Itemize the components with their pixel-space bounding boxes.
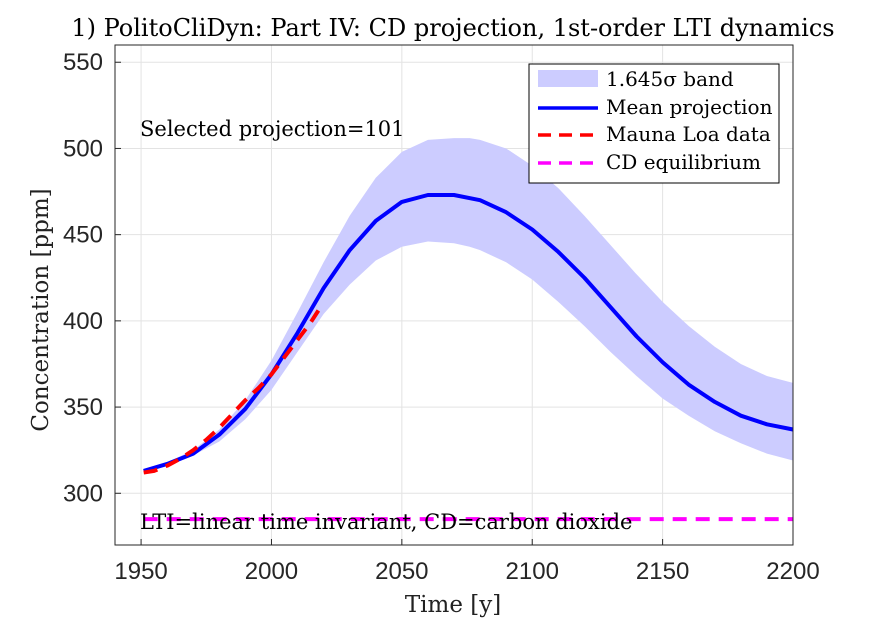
annotation-selected-projection: Selected projection=101 — [140, 117, 405, 141]
annotation-lti-definition: LTI=linear time invariant, CD=carbon dio… — [140, 510, 632, 534]
plot-frame — [114, 44, 794, 546]
y-tick-label-350: 350 — [63, 394, 103, 421]
legend-label-equilibrium: CD equilibrium — [606, 150, 761, 174]
line-layer — [143, 193, 794, 522]
x-tick-label-2000: 2000 — [245, 558, 298, 585]
legend-label-mean: Mean projection — [606, 95, 773, 119]
x-tick-label-2200: 2200 — [766, 558, 819, 585]
x-tick-label-2050: 2050 — [375, 558, 428, 585]
x-tick-label-2150: 2150 — [636, 558, 689, 585]
x-axis-label: Time [y] — [405, 592, 501, 618]
x-tick-label-2100: 2100 — [506, 558, 559, 585]
y-tick-label-450: 450 — [63, 222, 103, 249]
series-line-mauna-loa-data — [143, 309, 321, 475]
legend: 1.645σ band Mean projection Mauna Loa da… — [528, 63, 780, 184]
chart-title: 1) PolitoCliDyn: Part IV: CD projection,… — [71, 14, 834, 42]
legend-label-mauna-loa: Mauna Loa data — [606, 122, 771, 146]
y-tick-label-300: 300 — [63, 480, 103, 507]
band-layer — [143, 138, 793, 471]
band-1-645-band — [143, 138, 793, 471]
y-tick-label-500: 500 — [63, 135, 103, 162]
series-line-mean-projection — [143, 193, 794, 473]
y-tick-label-400: 400 — [63, 308, 103, 335]
x-tick-label-1950: 1950 — [114, 558, 167, 585]
y-axis-label: Concentration [ppm] — [28, 188, 54, 431]
legend-swatch-band — [538, 70, 598, 87]
legend-label-band: 1.645σ band — [606, 67, 734, 91]
tick-layer: 1950 2000 2050 2100 2150 2200 300 350 400 450 500 5… — [63, 49, 820, 585]
y-tick-label-550: 550 — [63, 49, 103, 76]
